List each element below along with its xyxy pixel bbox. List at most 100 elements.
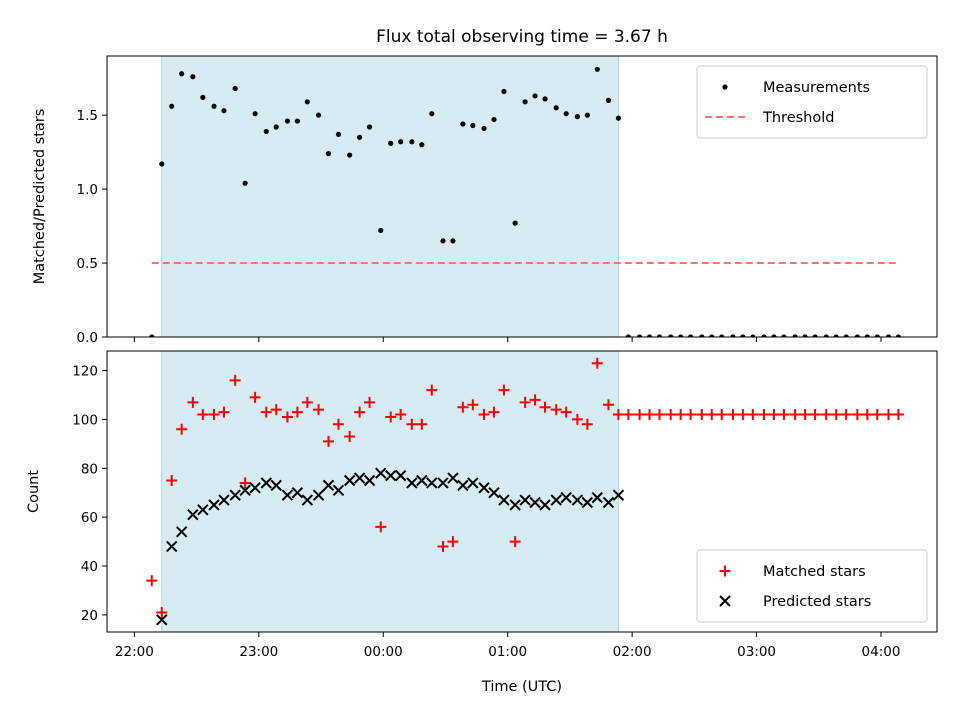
ratio-y-axis: 0.0 0.5 1.0 1.5 xyxy=(77,108,107,346)
measurements-point xyxy=(709,334,715,337)
measurements-point xyxy=(864,334,870,337)
matched-stars-point xyxy=(478,409,490,421)
measurements-point xyxy=(532,93,538,99)
x-tick-label: 22:00 xyxy=(115,644,154,660)
matched-stars-point xyxy=(622,409,634,421)
matched-stars-point xyxy=(322,435,334,447)
measurements-point xyxy=(169,103,175,109)
measurements-point xyxy=(542,96,548,102)
measurements-point xyxy=(522,99,528,105)
predicted-stars-point xyxy=(291,487,304,499)
predicted-stars-point xyxy=(260,477,272,489)
measurements-point xyxy=(501,88,507,95)
measurements-point xyxy=(885,334,892,337)
matched-stars-point xyxy=(364,396,376,408)
x-tick-label: 02:00 xyxy=(613,644,652,660)
measurements-point xyxy=(854,334,860,337)
predicted-stars-point xyxy=(208,499,220,511)
measurements-point xyxy=(719,334,725,337)
matched-stars-point xyxy=(809,409,821,421)
measurements-point xyxy=(409,139,415,145)
measurements-point xyxy=(740,334,746,337)
chart-title: Flux total observing time = 3.67 h xyxy=(376,27,668,47)
matched-stars-point xyxy=(892,409,904,421)
predicted-stars-point xyxy=(166,540,178,553)
matched-stars-point xyxy=(602,399,614,411)
predicted-stars-point xyxy=(447,472,459,484)
measurements-point xyxy=(481,125,487,132)
matched-stars-point xyxy=(758,409,770,421)
counts-panel: 20 40 60 80 100 120 Count 22:00 23:00 00:00 01:00 0… xyxy=(26,350,938,660)
predicted-stars-point xyxy=(301,494,314,506)
measurements-point xyxy=(895,334,902,337)
matched-stars-point xyxy=(560,406,572,418)
predicted-stars-point xyxy=(322,479,335,492)
measurements-point xyxy=(263,128,269,135)
measurements-point xyxy=(781,334,787,337)
predicted-stars-point xyxy=(437,477,449,489)
measurements-point xyxy=(491,116,497,123)
matched-stars-point xyxy=(313,404,325,416)
measurements-point xyxy=(833,334,839,337)
counts-y-axis: 20 40 60 80 100 120 xyxy=(72,364,107,624)
y-tick-label: 60 xyxy=(81,510,98,526)
matched-stars-point xyxy=(529,394,541,406)
predicted-stars-point xyxy=(187,509,199,521)
predicted-stars-point xyxy=(363,474,376,487)
matched-stars-point xyxy=(665,409,677,421)
measurements-point xyxy=(460,121,466,127)
measurements-point xyxy=(357,134,363,140)
predicted-stars-point xyxy=(416,474,428,487)
matched-stars-point xyxy=(447,536,459,548)
measurements-point xyxy=(584,112,590,118)
matched-stars-point xyxy=(301,396,313,408)
predicted-stars-point xyxy=(509,499,521,511)
predicted-stars-point xyxy=(156,614,168,626)
predicted-stars-point xyxy=(457,479,469,492)
ratio-x-axis xyxy=(133,337,882,342)
predicted-stars-point xyxy=(197,504,209,516)
matched-stars-point xyxy=(789,409,801,421)
measurements-point xyxy=(335,131,342,137)
matched-stars-point xyxy=(488,406,500,418)
matched-stars-point xyxy=(498,384,510,396)
matched-stars-point xyxy=(581,418,593,430)
predicted-stars-point xyxy=(343,474,356,487)
predicted-stars-point xyxy=(239,484,251,496)
counts-y-axis-label: Count xyxy=(26,470,42,513)
predicted-stars-point xyxy=(281,489,294,501)
matched-stars-point xyxy=(332,418,344,430)
predicted-stars-point xyxy=(312,489,325,501)
x-tick-label: 04:00 xyxy=(862,644,901,660)
legend-box xyxy=(696,65,928,139)
measurements-point xyxy=(304,99,310,105)
y-tick-label: 1.5 xyxy=(77,108,98,124)
ratio-panel: 0.0 0.5 1.0 1.5 Matched/Predicted stars Measu… xyxy=(32,55,938,346)
y-tick-label: 100 xyxy=(72,412,98,428)
measurements-point xyxy=(553,105,559,111)
matched-stars-point xyxy=(176,423,188,435)
ratio-legend: Measurements Threshold xyxy=(696,65,928,139)
predicted-stars-point xyxy=(581,496,594,509)
x-tick-label: 01:00 xyxy=(488,644,527,660)
matched-stars-point xyxy=(208,409,220,421)
measurements-point xyxy=(574,114,580,120)
matched-stars-point xyxy=(747,409,759,421)
predicted-stars-point xyxy=(571,494,584,506)
measurements-point xyxy=(812,334,818,337)
matched-stars-point xyxy=(519,396,531,408)
matched-stars-point xyxy=(539,401,551,413)
measurements-point xyxy=(843,334,849,337)
measurements-point xyxy=(284,118,291,124)
measurements-point xyxy=(699,334,705,337)
measurements-point xyxy=(252,111,258,117)
y-tick-label: 1.0 xyxy=(77,182,98,198)
measurements-point xyxy=(232,85,238,92)
predicted-stars-point xyxy=(591,491,603,504)
measurements-point xyxy=(149,334,155,337)
matched-stars-point xyxy=(654,409,666,421)
x-tick-label: 00:00 xyxy=(364,644,403,660)
matched-stars-point xyxy=(861,409,873,421)
matched-stars-point xyxy=(437,540,449,552)
